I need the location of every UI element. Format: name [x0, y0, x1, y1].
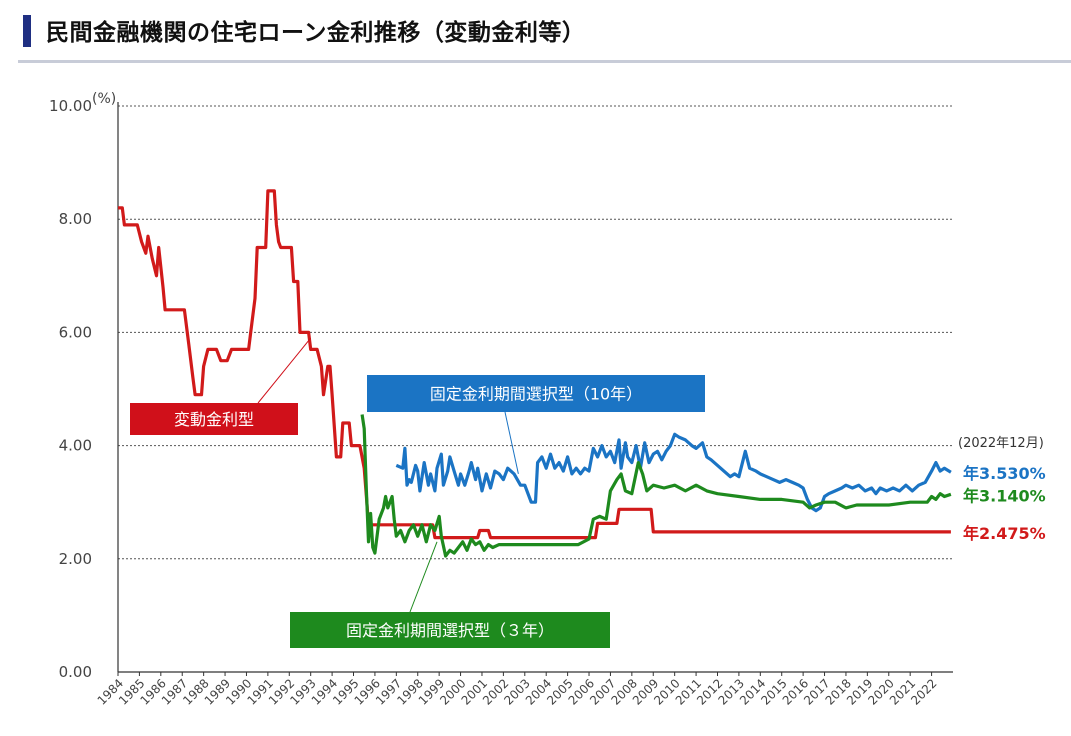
series-line-0 [118, 189, 951, 540]
annotation-label-fixed3: 固定金利期間選択型（３年） [346, 621, 554, 640]
y-tick-label: 10.00 [49, 97, 92, 115]
annotation-leader-hendo [257, 337, 312, 404]
end-value-label: 年3.140% [963, 486, 1046, 505]
annotation-label-hendo: 変動金利型 [174, 410, 254, 429]
header-accent-bar [23, 15, 31, 47]
annotation-box-fixed3 [290, 612, 610, 648]
y-tick-label: 0.00 [59, 663, 92, 681]
y-tick-label: 2.00 [59, 550, 92, 568]
y-tick-label: 6.00 [59, 323, 92, 341]
end-value-label: 年3.530% [963, 464, 1046, 483]
series-line-1 [395, 432, 952, 513]
series-line-2 [360, 414, 952, 558]
end-value-label: 年2.475% [963, 524, 1046, 543]
y-tick-label: 8.00 [59, 210, 92, 228]
annotation-leader-fixed3 [409, 541, 438, 613]
page-header: 民間金融機関の住宅ローン金利推移（変動金利等） [0, 0, 1071, 64]
annotation-box-fixed10 [367, 375, 705, 412]
annotation-leader-fixed10 [504, 411, 519, 475]
header-divider [18, 60, 1071, 63]
as-of-date-note: (2022年12月) [958, 436, 1044, 451]
page-title: 民間金融機関の住宅ローン金利推移（変動金利等） [46, 20, 586, 46]
annotation-box-hendo [130, 403, 298, 435]
y-unit-label: (%) [92, 91, 116, 107]
annotation-label-fixed10: 固定金利期間選択型（10年） [430, 385, 642, 404]
y-tick-label: 4.00 [59, 437, 92, 455]
